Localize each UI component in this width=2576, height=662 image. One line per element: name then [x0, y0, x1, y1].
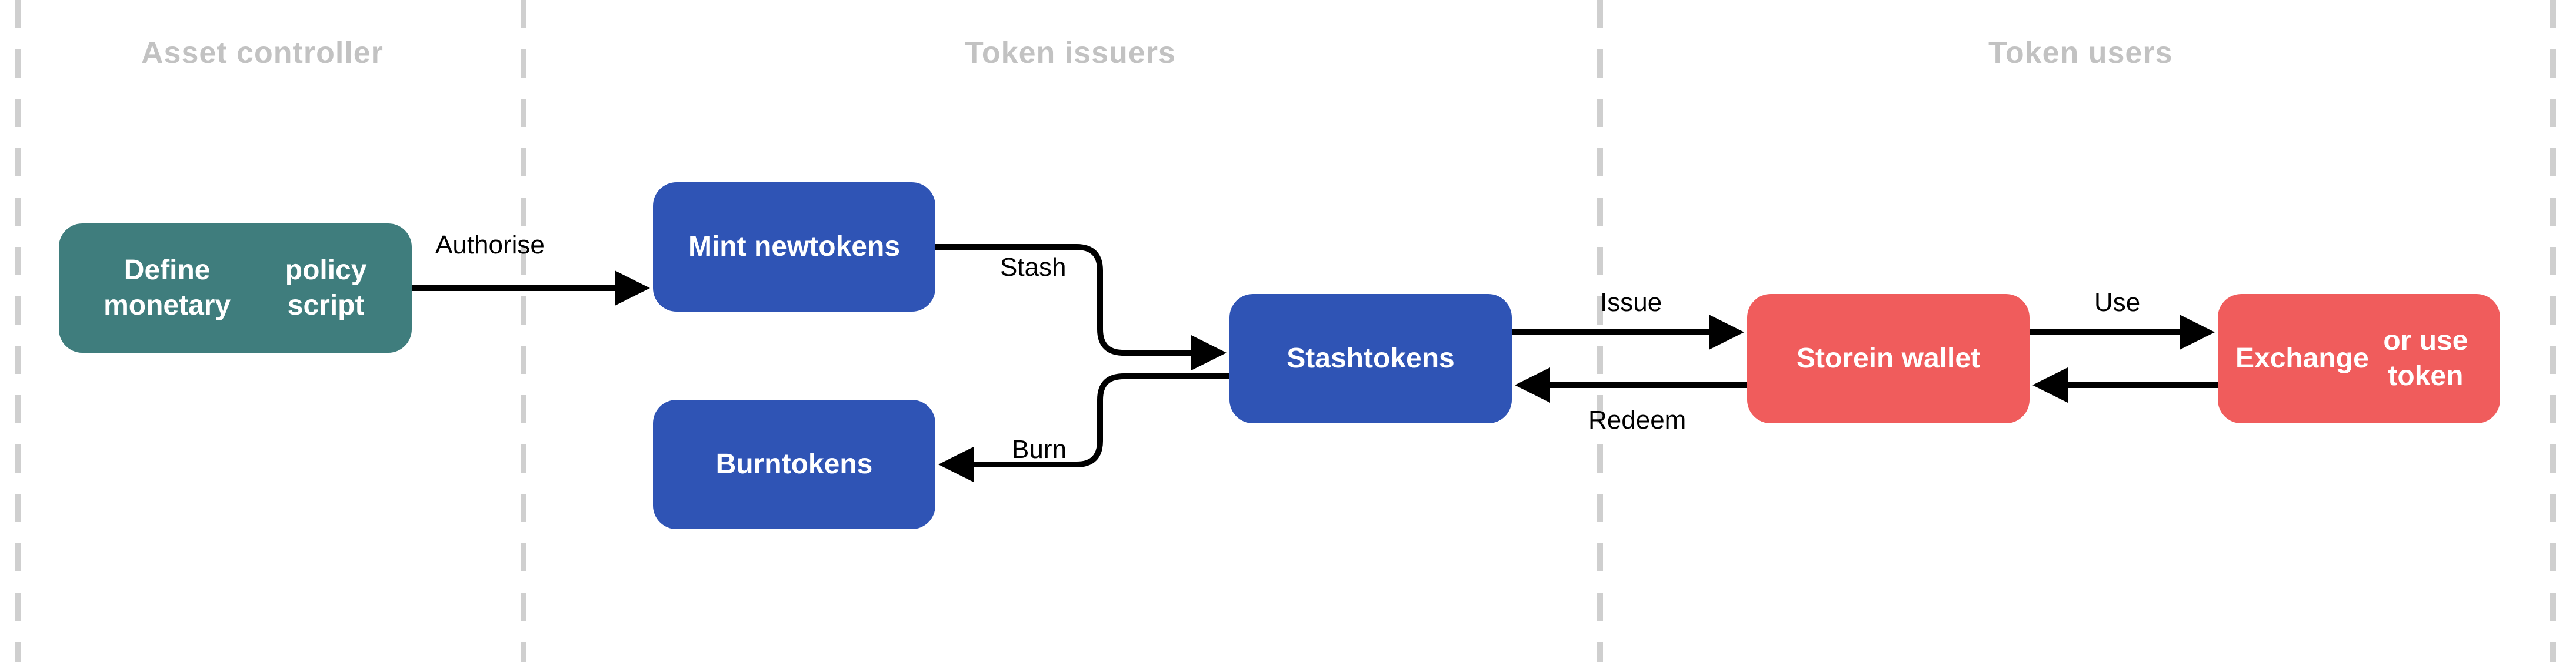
- section-label-asset-controller: Asset controller: [141, 35, 384, 71]
- node-exchange-use: Exchangeor use token: [2218, 294, 2500, 423]
- node-mint-tokens-line-0: Mint new: [688, 229, 809, 265]
- node-stash-tokens-line-0: Stash: [1287, 341, 1364, 376]
- node-mint-tokens-line-1: tokens: [809, 229, 900, 265]
- edge-label-stash: Stash: [1000, 253, 1067, 282]
- node-exchange-use-line-1: or use token: [2369, 323, 2482, 394]
- node-define-policy-line-0: Define monetary: [76, 253, 258, 323]
- node-mint-tokens: Mint newtokens: [653, 182, 935, 312]
- node-burn-tokens-line-0: Burn: [716, 447, 782, 482]
- node-store-wallet: Storein wallet: [1747, 294, 2030, 423]
- section-label-token-issuers: Token issuers: [965, 35, 1176, 71]
- edge-label-burn: Burn: [1012, 435, 1067, 464]
- edge-label-authorise: Authorise: [435, 230, 545, 260]
- node-exchange-use-line-0: Exchange: [2235, 341, 2369, 376]
- edge-burn: [944, 376, 1229, 464]
- node-stash-tokens: Stashtokens: [1229, 294, 1512, 423]
- node-store-wallet-line-0: Store: [1797, 341, 1869, 376]
- edge-label-redeem: Redeem: [1588, 406, 1686, 435]
- node-define-policy-line-1: policy script: [258, 253, 394, 323]
- edge-label-use-fwd: Use: [2094, 288, 2140, 317]
- node-burn-tokens: Burntokens: [653, 400, 935, 529]
- edge-stash: [935, 247, 1221, 353]
- node-burn-tokens-line-1: tokens: [782, 447, 873, 482]
- node-stash-tokens-line-1: tokens: [1364, 341, 1455, 376]
- section-label-token-users: Token users: [1988, 35, 2172, 71]
- node-store-wallet-line-1: in wallet: [1869, 341, 1980, 376]
- node-define-policy: Define monetarypolicy script: [59, 223, 412, 353]
- edge-label-issue: Issue: [1600, 288, 1662, 317]
